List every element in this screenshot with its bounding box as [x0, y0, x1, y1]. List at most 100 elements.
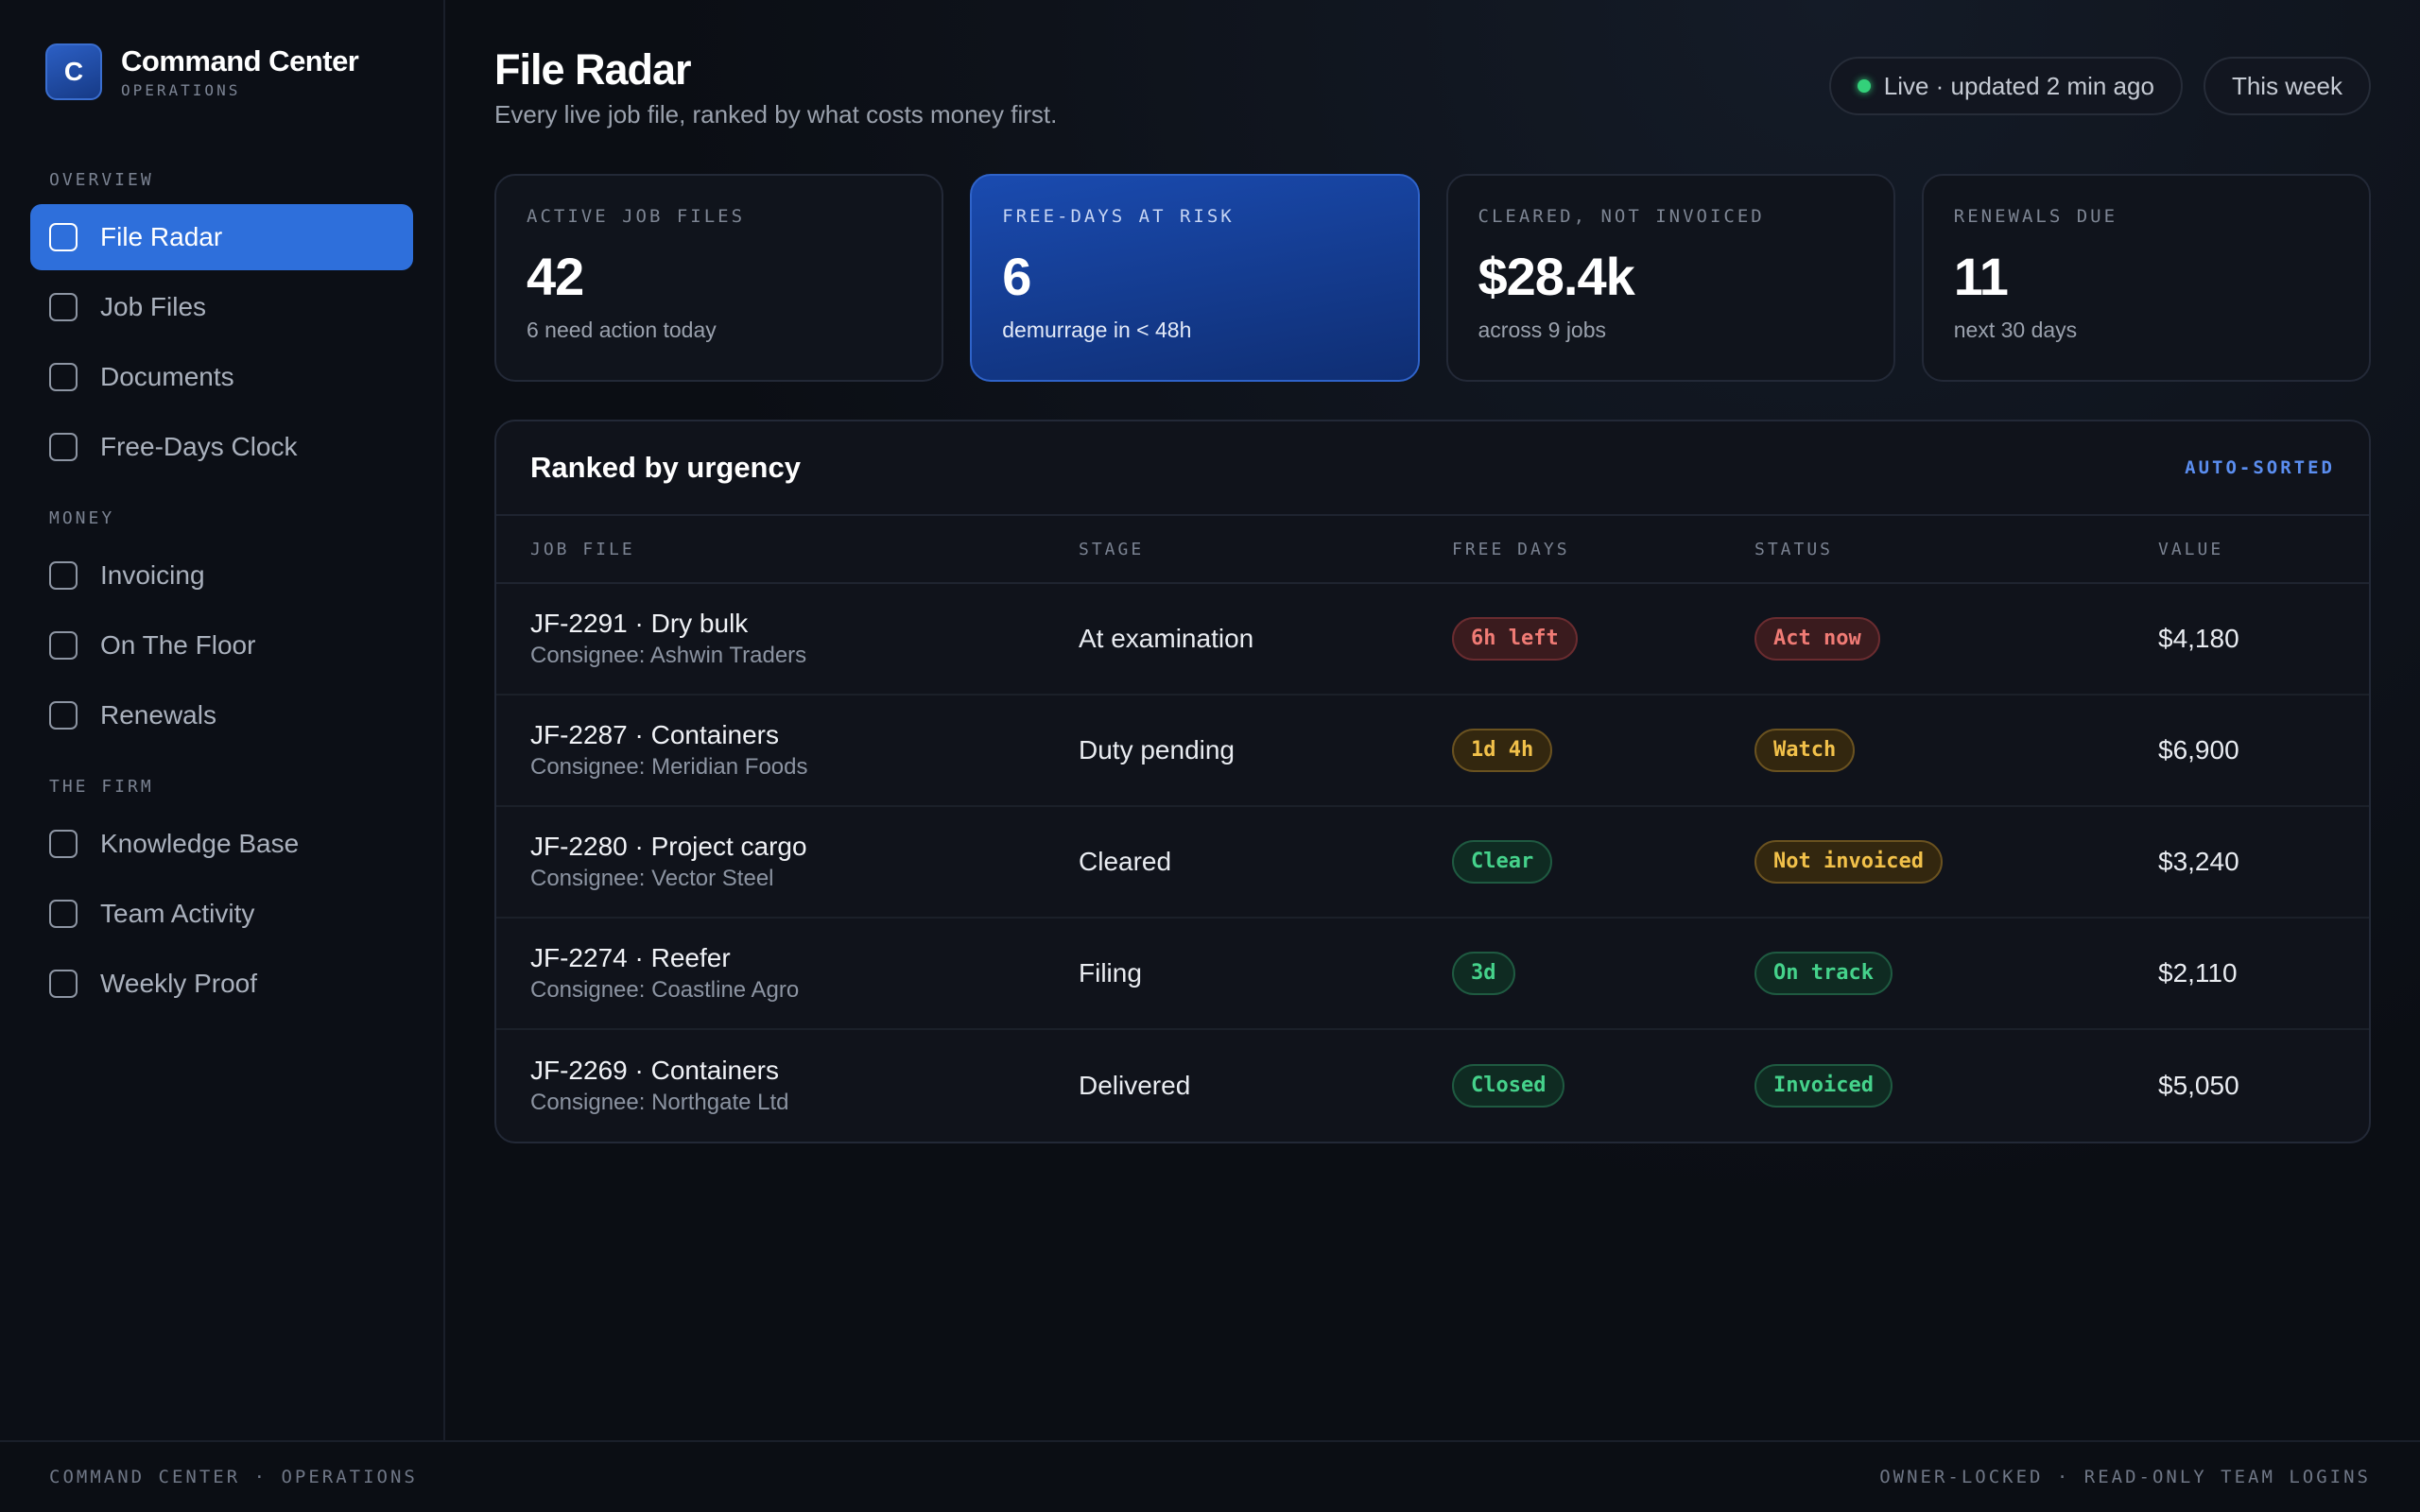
free-days-badge: 3d: [1452, 952, 1515, 995]
table-row[interactable]: JF-2287 · Containers Consignee: Meridian …: [496, 696, 2369, 807]
stage-cell: Filing: [1079, 958, 1142, 988]
stat-card-renewals-due[interactable]: RENEWALS DUE 11 next 30 days: [1921, 174, 2371, 382]
free-days-cell: 6h left: [1452, 617, 1754, 661]
checkbox-icon: [49, 223, 78, 251]
sidebar-item-renewals[interactable]: Renewals: [30, 682, 413, 748]
checkbox-icon: [49, 293, 78, 321]
status-cell: On track: [1754, 952, 2158, 995]
job-consignee: Consignee: Coastline Agro: [530, 977, 800, 1003]
sidebar-item-label: Documents: [100, 362, 234, 391]
live-dot-icon: [1857, 79, 1871, 93]
job-title: JF-2280 · Project cargo: [530, 832, 807, 861]
status-badge: Act now: [1754, 617, 1880, 661]
stage-cell: Cleared: [1079, 847, 1172, 876]
page-title: File Radar: [494, 45, 692, 94]
footer-right: OWNER-LOCKED · READ-ONLY TEAM LOGINS: [1879, 1467, 2371, 1487]
table-row[interactable]: JF-2280 · Project cargo Consignee: Vector…: [496, 807, 2369, 919]
free-days-cell: Clear: [1452, 840, 1754, 884]
nav-heading: OVERVIEW: [49, 170, 154, 190]
status-cell: Not invoiced: [1754, 840, 2158, 884]
sidebar-item-knowledge-base[interactable]: Knowledge Base: [30, 811, 413, 877]
stat-value: 6: [1002, 247, 1031, 306]
period-label: This week: [2231, 71, 2342, 100]
free-days-badge: Closed: [1452, 1064, 1565, 1108]
stage-cell: At examination: [1079, 624, 1254, 653]
nav-section-money: MONEY Invoicing On The Floor Renewals: [30, 508, 413, 748]
column-header-value: VALUE: [2158, 539, 2224, 559]
sidebar: C Command Center OPERATIONS OVERVIEW File…: [0, 0, 445, 1440]
stat-card-cleared-not-invoiced[interactable]: CLEARED, NOT INVOICED $28.4k across 9 jobs: [1445, 174, 1895, 382]
sidebar-item-label: Renewals: [100, 700, 216, 730]
sidebar-item-on-the-floor[interactable]: On The Floor: [30, 612, 413, 679]
sidebar-item-file-radar[interactable]: File Radar: [30, 204, 413, 270]
stat-value: 42: [527, 247, 584, 306]
panel-title: Ranked by urgency: [530, 451, 801, 484]
table-row[interactable]: JF-2269 · Containers Consignee: Northgate…: [496, 1030, 2369, 1142]
main-content: File Radar Every live job file, ranked b…: [445, 0, 2420, 1440]
status-cell: Invoiced: [1754, 1064, 2158, 1108]
header-actions: Live · updated 2 min ago This week: [1828, 57, 2371, 115]
stat-label: ACTIVE JOB FILES: [527, 206, 746, 227]
stat-note: next 30 days: [1953, 318, 2078, 342]
period-selector[interactable]: This week: [2203, 57, 2371, 115]
checkbox-icon: [49, 363, 78, 391]
stat-label: FREE-DAYS AT RISK: [1002, 206, 1235, 227]
value-cell: $3,240: [2158, 847, 2239, 876]
status-cell: Watch: [1754, 729, 2158, 772]
value-cell: $6,900: [2158, 735, 2239, 765]
job-consignee: Consignee: Meridian Foods: [530, 754, 808, 780]
column-header-job-file: JOB FILE: [530, 539, 635, 559]
brand[interactable]: C Command Center OPERATIONS: [45, 43, 413, 100]
value-cell: $4,180: [2158, 624, 2239, 653]
job-file-cell: JF-2287 · Containers Consignee: Meridian …: [530, 720, 1079, 781]
sidebar-item-invoicing[interactable]: Invoicing: [30, 542, 413, 609]
panel-header: Ranked by urgency AUTO-SORTED: [496, 421, 2369, 516]
job-title: JF-2269 · Containers: [530, 1056, 780, 1085]
stat-note: demurrage in < 48h: [1002, 318, 1192, 342]
app: C Command Center OPERATIONS OVERVIEW File…: [0, 0, 2420, 1440]
brand-sub: OPERATIONS: [121, 80, 241, 99]
job-title: JF-2274 · Reefer: [530, 943, 731, 972]
stat-label: CLEARED, NOT INVOICED: [1478, 206, 1765, 227]
sidebar-item-label: Job Files: [100, 292, 207, 321]
stat-label: RENEWALS DUE: [1953, 206, 2118, 227]
job-file-cell: JF-2274 · Reefer Consignee: Coastline Agr…: [530, 943, 1079, 1004]
sidebar-nav: OVERVIEW File Radar Job Files Documents Free…: [30, 170, 413, 1017]
free-days-cell: 3d: [1452, 952, 1754, 995]
table-row[interactable]: JF-2291 · Dry bulk Consignee: Ashwin Trad…: [496, 584, 2369, 696]
sidebar-item-label: Knowledge Base: [100, 829, 300, 858]
sidebar-item-free-days-clock[interactable]: Free-Days Clock: [30, 414, 413, 480]
table-header: JOB FILE STAGE FREE DAYS STATUS VALUE: [496, 516, 2369, 584]
sidebar-item-label: Team Activity: [100, 899, 255, 928]
stat-note: across 9 jobs: [1478, 318, 1607, 342]
stat-card-free-days-at-risk[interactable]: FREE-DAYS AT RISK 6 demurrage in < 48h: [970, 174, 1420, 382]
table-row[interactable]: JF-2274 · Reefer Consignee: Coastline Agr…: [496, 919, 2369, 1030]
status-badge: On track: [1754, 952, 1893, 995]
free-days-badge: Clear: [1452, 840, 1553, 884]
sidebar-item-team-activity[interactable]: Team Activity: [30, 881, 413, 947]
column-header-stage: STAGE: [1079, 539, 1145, 559]
job-title: JF-2287 · Containers: [530, 720, 780, 749]
stat-card-active-job-files[interactable]: ACTIVE JOB FILES 42 6 need action today: [494, 174, 944, 382]
column-header-status: STATUS: [1754, 539, 1834, 559]
job-consignee: Consignee: Northgate Ltd: [530, 1090, 789, 1115]
footer-left: COMMAND CENTER · OPERATIONS: [49, 1467, 418, 1487]
footer: COMMAND CENTER · OPERATIONS OWNER-LOCKED…: [0, 1440, 2420, 1512]
sidebar-item-documents[interactable]: Documents: [30, 344, 413, 410]
sidebar-item-weekly-proof[interactable]: Weekly Proof: [30, 951, 413, 1017]
nav-heading: MONEY: [49, 508, 115, 528]
sidebar-item-label: File Radar: [100, 222, 223, 251]
page-subtitle: Every live job file, ranked by what cost…: [494, 100, 1058, 129]
free-days-cell: 1d 4h: [1452, 729, 1754, 772]
stage-cell: Delivered: [1079, 1071, 1191, 1100]
job-consignee: Consignee: Ashwin Traders: [530, 643, 807, 668]
job-file-cell: JF-2291 · Dry bulk Consignee: Ashwin Trad…: [530, 609, 1079, 669]
live-status-pill[interactable]: Live · updated 2 min ago: [1828, 57, 2183, 115]
value-cell: $5,050: [2158, 1071, 2239, 1100]
stat-value: 11: [1953, 247, 2009, 306]
nav-section-overview: OVERVIEW File Radar Job Files Documents Free…: [30, 170, 413, 480]
sidebar-item-job-files[interactable]: Job Files: [30, 274, 413, 340]
job-consignee: Consignee: Vector Steel: [530, 866, 774, 891]
checkbox-icon: [49, 900, 78, 928]
live-status-label: Live · updated 2 min ago: [1883, 71, 2154, 100]
